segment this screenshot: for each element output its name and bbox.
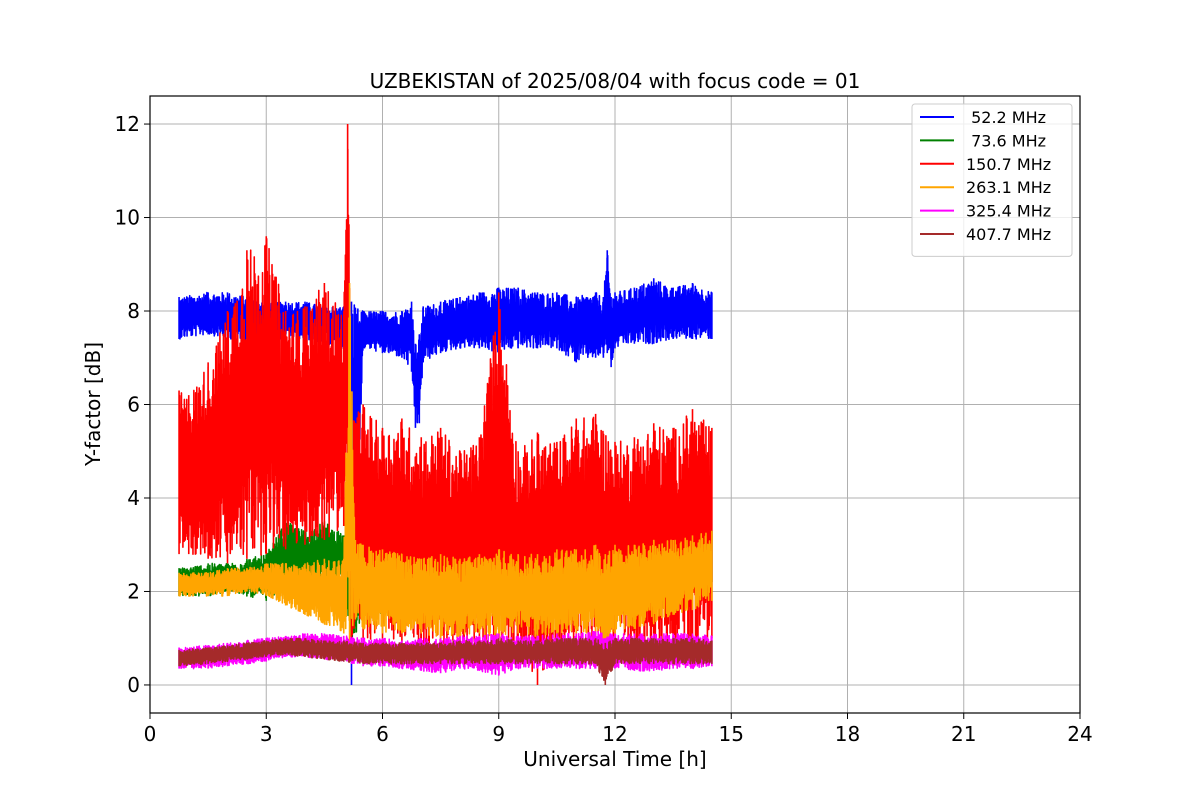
- legend-entry-label: 325.4 MHz: [966, 202, 1051, 221]
- y-tick-label: 8: [127, 299, 140, 323]
- y-tick-label: 12: [115, 112, 140, 136]
- y-tick-label: 4: [127, 486, 140, 510]
- legend-entry-label: 263.1 MHz: [966, 178, 1051, 197]
- x-tick-label: 24: [1067, 722, 1092, 746]
- legend-entry-label: 52.2 MHz: [966, 108, 1046, 127]
- y-tick-label: 6: [127, 393, 140, 417]
- series-layer: [178, 124, 713, 685]
- x-tick-label: 9: [492, 722, 505, 746]
- x-tick-label: 6: [376, 722, 389, 746]
- y-tick-label: 2: [127, 579, 140, 603]
- x-tick-label: 18: [835, 722, 860, 746]
- series-line-3: [178, 282, 713, 662]
- legend-entry-label: 407.7 MHz: [966, 225, 1051, 244]
- y-axis-label: Y-factor [dB]: [81, 342, 105, 467]
- legend: 52.2 MHz 73.6 MHz 150.7 MHz 263.1 MHz 325.4…: [911, 103, 1073, 257]
- y-tick-label: 0: [127, 673, 140, 697]
- legend-box: [911, 103, 1073, 257]
- legend-entry-label: 150.7 MHz: [966, 155, 1051, 174]
- x-tick-label: 15: [719, 722, 744, 746]
- series-line-5: [178, 637, 713, 685]
- x-tick-label: 12: [602, 722, 627, 746]
- series-line-2: [178, 124, 713, 685]
- x-axis-label: Universal Time [h]: [523, 747, 706, 771]
- chart-title: UZBEKISTAN of 2025/08/04 with focus code…: [370, 69, 861, 93]
- y-tick-label: 10: [115, 206, 140, 230]
- legend-entry-label: 73.6 MHz: [966, 131, 1046, 150]
- x-tick-label: 21: [951, 722, 976, 746]
- x-tick-label: 3: [260, 722, 273, 746]
- x-tick-label: 0: [144, 722, 157, 746]
